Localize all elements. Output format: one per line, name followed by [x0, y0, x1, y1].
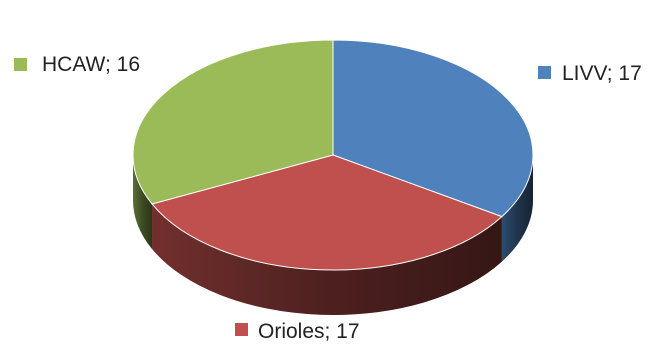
slice-label-livv: LIVV; 17 — [538, 62, 642, 85]
pie-side-shading-livv — [501, 155, 533, 262]
pie-side-shading-hcaw — [133, 155, 153, 249]
legend-swatch-hcaw — [14, 58, 27, 71]
slice-label-text-orioles: Orioles; 17 — [258, 320, 360, 343]
legend-swatch-orioles — [235, 323, 248, 336]
slice-label-text-hcaw: HCAW; 16 — [42, 53, 140, 76]
slice-label-hcaw: HCAW; 16 — [14, 53, 140, 76]
pie-slice-hcaw — [132, 39, 334, 205]
slice-label-text-livv: LIVV; 17 — [562, 62, 642, 85]
pie-slice-orioles — [151, 154, 503, 271]
slice-label-orioles: Orioles; 17 — [235, 320, 360, 343]
pie-tops — [132, 39, 534, 271]
pie-slice-livv — [332, 39, 534, 218]
legend-swatch-livv — [538, 66, 551, 79]
pie-side-shading-orioles — [152, 203, 502, 316]
pie-sides — [133, 155, 533, 316]
